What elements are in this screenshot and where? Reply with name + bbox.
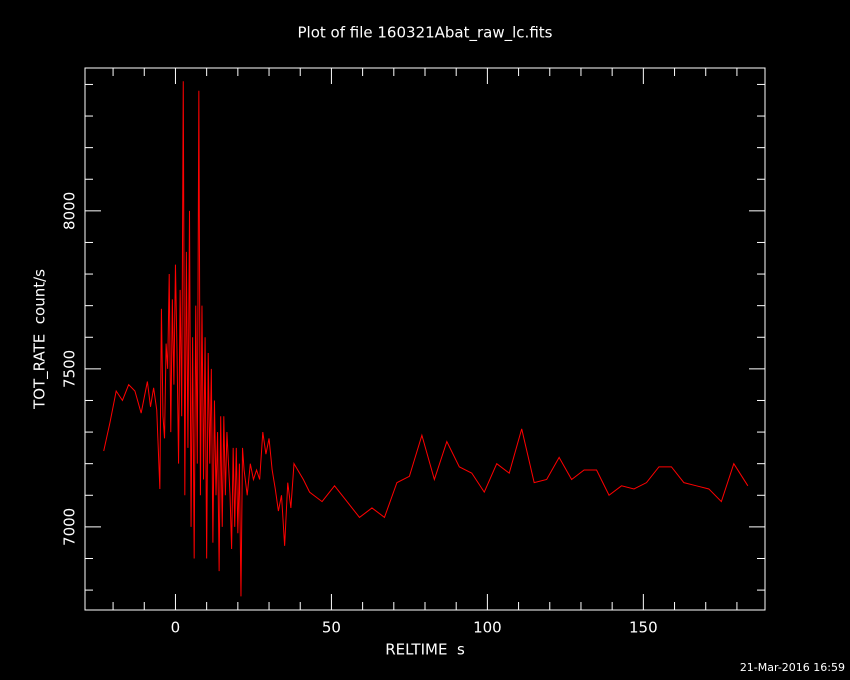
y-axis-label: TOT_RATE count/s (31, 269, 50, 410)
x-axis-label: RELTIME s (385, 641, 465, 659)
x-tick-label: 100 (473, 619, 502, 637)
y-tick-label: 8000 (61, 192, 79, 230)
y-tick-label: 7000 (61, 508, 79, 546)
x-tick-label: 50 (322, 619, 341, 637)
x-tick-label: 0 (171, 619, 181, 637)
y-tick-label: 7500 (61, 350, 79, 388)
footer-date: 21-Mar-2016 16:59 (740, 661, 845, 674)
data-line (103, 81, 749, 597)
chart-title: Plot of file 160321Abat_raw_lc.fits (298, 24, 553, 43)
x-tick-label: 150 (629, 619, 658, 637)
